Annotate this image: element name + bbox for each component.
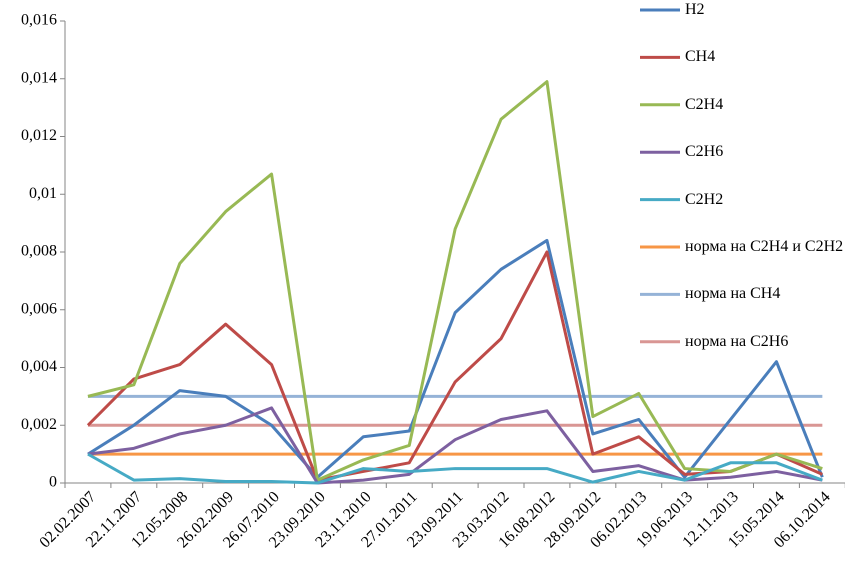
legend-label: C2H2: [685, 190, 724, 208]
series-line: [87, 452, 823, 485]
series-line: [87, 238, 824, 479]
y-tick-label: 0: [49, 474, 57, 491]
y-tick-label: 0,006: [21, 300, 57, 317]
y-tick-label: 0,01: [29, 185, 57, 202]
y-tick-label: 0,002: [21, 416, 57, 433]
y-tick-label: 0,014: [21, 69, 57, 86]
legend-item: норма на C2H4 и C2H2: [685, 238, 844, 255]
series-line: [87, 80, 823, 482]
legend-label: CH4: [685, 48, 716, 66]
legend-label: норма на C2H4 и C2H2: [685, 238, 844, 255]
legend-label: H2: [685, 1, 705, 18]
legend-item: C2H4: [685, 95, 724, 113]
legend-item: C2H2: [685, 190, 724, 208]
legend-item: норма на CH4: [685, 285, 781, 303]
legend-label: C2H4: [685, 95, 724, 113]
legend-label: норма на C2H6: [685, 332, 789, 350]
y-tick-label: 0,004: [21, 358, 57, 375]
legend-label: C2H6: [685, 143, 724, 161]
legend-label: норма на CH4: [685, 285, 781, 303]
legend-item: норма на C2H6: [685, 332, 789, 350]
legend-item: H2: [685, 1, 705, 18]
legend-item: CH4: [685, 48, 716, 66]
y-tick-label: 0,012: [21, 127, 57, 144]
series-line: [87, 406, 823, 485]
y-tick-label: 0,016: [21, 12, 57, 29]
legend-item: C2H6: [685, 143, 724, 161]
y-tick-label: 0,008: [21, 243, 57, 260]
